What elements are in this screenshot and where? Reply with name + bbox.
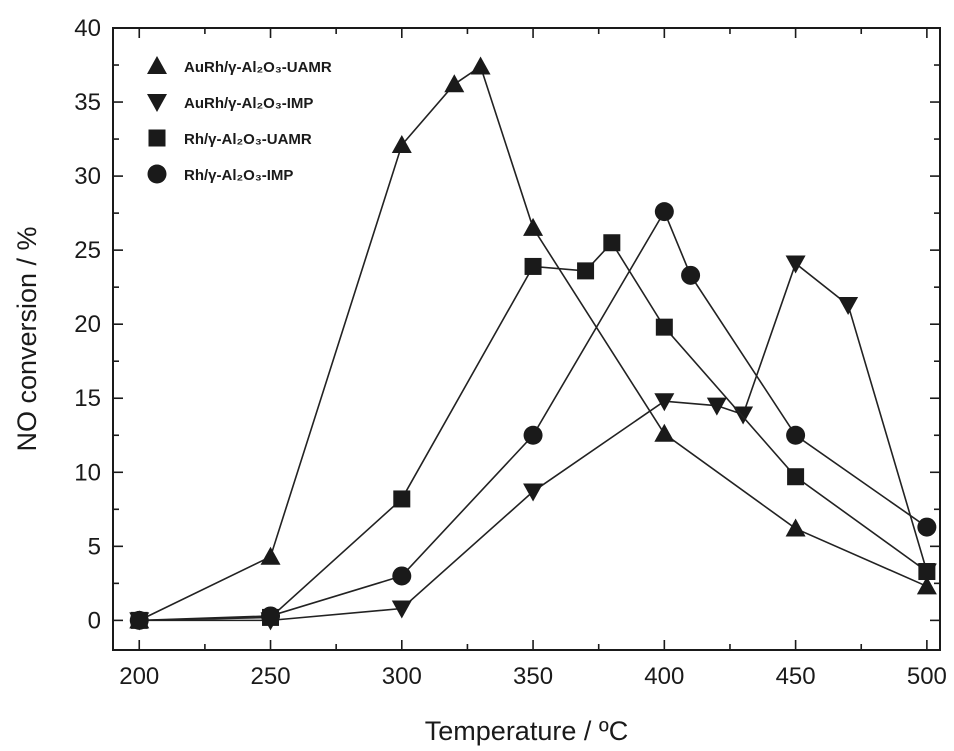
data-point xyxy=(786,425,806,445)
data-point xyxy=(129,610,149,630)
legend-item-3: Rh/γ-Al₂O₃-UAMR xyxy=(148,129,312,148)
legend-marker xyxy=(148,129,166,147)
data-point xyxy=(654,423,675,442)
data-point xyxy=(917,517,937,537)
data-point xyxy=(391,134,412,153)
legend-label: AuRh/γ-Al₂O₃-IMP xyxy=(184,95,313,112)
legend-marker xyxy=(147,56,167,74)
series-4 xyxy=(129,202,937,630)
axes: 200 250 300 350 400 450 500 0 5 10 15 20 25 30 35 40 xyxy=(74,15,947,690)
y-tick-label: 10 xyxy=(74,459,101,486)
data-point xyxy=(523,217,544,236)
x-axis-title: Temperature / ºC xyxy=(425,716,628,746)
y-tick-label: 20 xyxy=(74,311,101,338)
x-tick-label: 350 xyxy=(513,663,553,690)
data-point xyxy=(654,393,675,412)
legend: AuRh/γ-Al₂O₃-UAMR AuRh/γ-Al₂O₃-IMP Rh/γ-Al… xyxy=(147,56,332,184)
data-point xyxy=(916,576,937,595)
data-point xyxy=(785,255,806,274)
data-point xyxy=(392,566,412,586)
data-point xyxy=(393,490,411,508)
series-group xyxy=(129,56,937,631)
x-tick-label: 200 xyxy=(119,663,159,690)
y-tick-label: 15 xyxy=(74,385,101,412)
data-point xyxy=(470,56,491,75)
data-point xyxy=(654,202,674,222)
series-line-1 xyxy=(138,65,928,622)
legend-label: Rh/γ-Al₂O₃-IMP xyxy=(184,167,293,184)
series-line-4 xyxy=(139,209,928,622)
y-tick-label: 40 xyxy=(74,15,101,42)
data-point xyxy=(918,563,936,581)
legend-marker xyxy=(147,94,167,112)
x-tick-label: 300 xyxy=(382,663,422,690)
y-tick-label: 5 xyxy=(88,533,101,560)
data-point xyxy=(681,265,701,285)
data-point xyxy=(838,296,859,315)
series-line-2 xyxy=(139,262,928,622)
data-point xyxy=(523,425,543,445)
data-point xyxy=(785,518,806,537)
data-point xyxy=(577,262,595,280)
x-tick-label: 250 xyxy=(251,663,291,690)
legend-label: AuRh/γ-Al₂O₃-UAMR xyxy=(184,59,332,76)
y-axis-title: NO conversion / % xyxy=(12,226,42,451)
legend-marker xyxy=(147,164,167,184)
x-tick-label: 450 xyxy=(776,663,816,690)
data-point xyxy=(655,318,673,336)
legend-item-2: AuRh/γ-Al₂O₃-IMP xyxy=(147,94,313,112)
data-point xyxy=(260,546,281,565)
y-tick-label: 0 xyxy=(88,607,101,634)
data-point xyxy=(524,257,542,275)
x-tick-label: 500 xyxy=(907,663,947,690)
data-point xyxy=(706,397,727,416)
data-point xyxy=(787,468,805,486)
y-tick-label: 35 xyxy=(74,89,101,116)
data-point xyxy=(391,600,412,619)
data-point xyxy=(261,606,281,626)
legend-label: Rh/γ-Al₂O₃-UAMR xyxy=(184,131,312,148)
plot-frame xyxy=(112,27,941,651)
data-point xyxy=(444,74,465,93)
data-point xyxy=(523,483,544,502)
x-tick-label: 400 xyxy=(644,663,684,690)
data-point xyxy=(603,234,621,252)
y-tick-label: 30 xyxy=(74,163,101,190)
y-tick-label: 25 xyxy=(74,237,101,264)
legend-item-1: AuRh/γ-Al₂O₃-UAMR xyxy=(147,56,332,76)
legend-item-4: Rh/γ-Al₂O₃-IMP xyxy=(147,164,293,184)
